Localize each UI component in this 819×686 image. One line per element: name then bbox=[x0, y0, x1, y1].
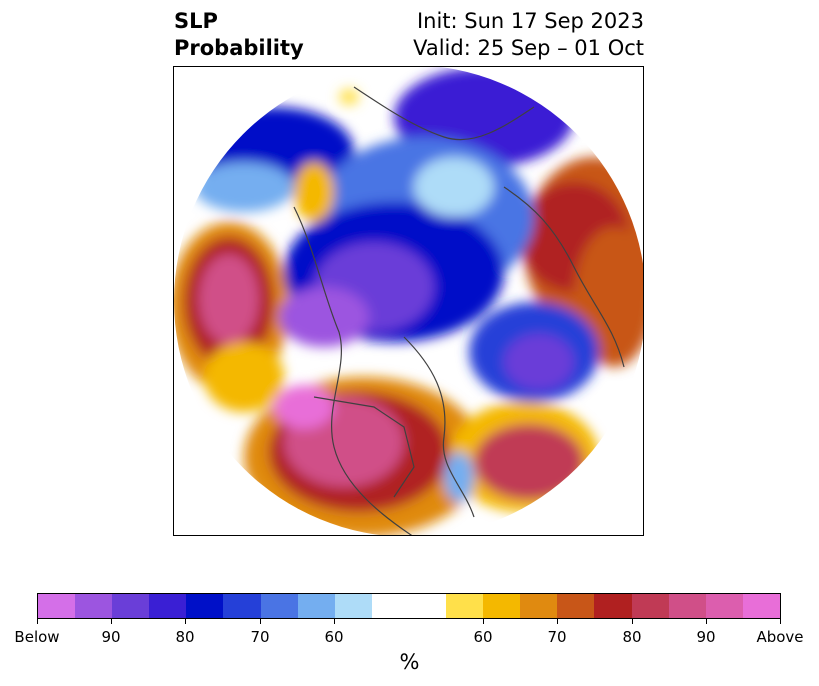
colorbar-swatch bbox=[334, 594, 372, 618]
colorbar-tick bbox=[260, 619, 261, 624]
colorbar-tick-label: 70 bbox=[547, 628, 567, 646]
coastline-gulf bbox=[313, 396, 415, 498]
colorbar-tick bbox=[706, 619, 707, 624]
colorbar-swatch bbox=[149, 594, 187, 618]
colorbar-tick bbox=[780, 619, 781, 624]
colorbar-tick-label: 70 bbox=[250, 628, 270, 646]
hudson-low-core bbox=[279, 287, 369, 347]
colorbar-swatch bbox=[186, 594, 224, 618]
polar-map bbox=[174, 67, 646, 537]
colorbar-tick bbox=[557, 619, 558, 624]
coastline-east bbox=[403, 336, 475, 518]
colorbar-swatch bbox=[371, 594, 409, 618]
colorbar-tick-label: Above bbox=[756, 628, 804, 646]
colorbar-label: % bbox=[399, 650, 420, 674]
coastlines bbox=[293, 86, 625, 537]
colorbar-tick-label: Below bbox=[14, 628, 60, 646]
colorbar-swatch bbox=[297, 594, 335, 618]
colorbar-tick bbox=[334, 619, 335, 624]
coastline-west bbox=[293, 206, 415, 537]
colorbar-tick bbox=[185, 619, 186, 624]
europe-low-core bbox=[504, 334, 574, 390]
colorbar-swatch bbox=[38, 594, 76, 618]
alaska-yellow bbox=[294, 162, 334, 222]
arctic-light bbox=[414, 157, 494, 217]
east-coast-low bbox=[444, 452, 474, 502]
colorbar-swatch bbox=[742, 594, 780, 618]
colorbar-swatch bbox=[520, 594, 558, 618]
asia-high bbox=[574, 227, 646, 367]
colorbar-tick bbox=[632, 619, 633, 624]
pacific-yellow bbox=[204, 342, 284, 412]
colorbar-swatch bbox=[668, 594, 706, 618]
colorbar-tick-label: 60 bbox=[473, 628, 493, 646]
colorbar-tick-label: 80 bbox=[175, 628, 195, 646]
colorbar-ticks bbox=[37, 619, 781, 629]
map-frame bbox=[173, 66, 646, 537]
colorbar-swatch bbox=[223, 594, 261, 618]
colorbar-swatch bbox=[631, 594, 669, 618]
na-high-peak bbox=[274, 385, 334, 429]
colorbar-tick bbox=[37, 619, 38, 624]
colorbar-tick-label: 90 bbox=[696, 628, 716, 646]
pacific-low-fringe bbox=[194, 162, 294, 212]
arctic-yellow-spot bbox=[339, 89, 359, 105]
colorbar-tick-label: 60 bbox=[324, 628, 344, 646]
colorbar-swatch bbox=[705, 594, 743, 618]
coastline-arctic bbox=[353, 86, 535, 141]
colorbar-swatch bbox=[408, 594, 447, 618]
valid-range: Valid: 25 Sep – 01 Oct bbox=[413, 36, 644, 60]
coastline-europe bbox=[503, 186, 625, 368]
colorbar-swatch bbox=[557, 594, 595, 618]
colorbar-tick-label: 80 bbox=[622, 628, 642, 646]
colorbar-tick bbox=[483, 619, 484, 624]
colorbar-swatch bbox=[446, 594, 484, 618]
colorbar-tick bbox=[111, 619, 112, 624]
colorbar-tick-label: 90 bbox=[101, 628, 121, 646]
colorbar-swatch bbox=[75, 594, 113, 618]
colorbar-swatch bbox=[112, 594, 150, 618]
title-right: Init: Sun 17 Sep 2023 Valid: 25 Sep – 01… bbox=[413, 8, 644, 62]
colorbar-swatch bbox=[483, 594, 521, 618]
init-date: Init: Sun 17 Sep 2023 bbox=[416, 9, 644, 33]
pacific-high-core bbox=[199, 254, 259, 344]
title-field-name: SLP bbox=[174, 9, 218, 33]
title-left: SLP Probability bbox=[174, 8, 304, 62]
colorbar-swatch bbox=[260, 594, 298, 618]
colorbar-swatch bbox=[594, 594, 632, 618]
colorbar bbox=[37, 593, 781, 619]
title-product: Probability bbox=[174, 36, 304, 60]
atlantic-high-core bbox=[474, 424, 584, 500]
